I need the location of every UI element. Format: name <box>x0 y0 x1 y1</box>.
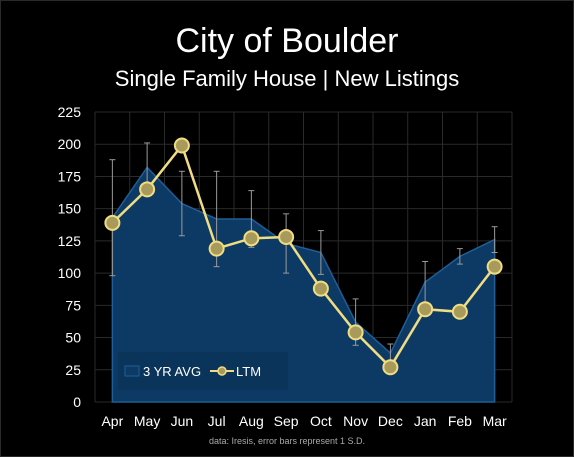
ltm-point-11 <box>486 258 503 275</box>
legend-background <box>118 352 288 390</box>
legend: 3 YR AVG LTM <box>118 352 288 390</box>
ltm-point-10 <box>451 303 468 320</box>
ltm-point-8 <box>382 359 399 376</box>
ltm-point-7 <box>347 324 364 341</box>
x-tick-label-5: Sep <box>274 413 299 429</box>
footnote: data: Iresis, error bars represent 1 S.D… <box>208 436 366 446</box>
y-tick-label-9: 225 <box>58 104 82 120</box>
y-tick-label-8: 200 <box>58 136 82 152</box>
legend-label-ltm: LTM <box>236 364 261 379</box>
ltm-point-6 <box>312 280 329 297</box>
legend-label-avg: 3 YR AVG <box>143 364 201 379</box>
ltm-line <box>104 137 503 376</box>
ltm-point-4 <box>243 230 260 247</box>
legend-swatch-avg <box>124 365 140 377</box>
x-tick-label-2: Jun <box>171 413 194 429</box>
x-tick-label-9: Jan <box>414 413 437 429</box>
x-tick-label-11: Mar <box>483 413 507 429</box>
x-tick-label-8: Dec <box>378 413 403 429</box>
y-tick-label-4: 100 <box>58 265 82 281</box>
x-tick-label-0: Apr <box>101 413 123 429</box>
y-tick-label-0: 0 <box>73 394 81 410</box>
chart-title: City of Boulder <box>175 22 399 60</box>
x-tick-label-10: Feb <box>448 413 472 429</box>
ltm-point-3 <box>208 240 225 257</box>
y-tick-label-7: 175 <box>58 168 82 184</box>
x-tick-label-1: May <box>134 413 160 429</box>
ltm-point-0 <box>104 214 121 231</box>
x-tick-label-6: Oct <box>310 413 332 429</box>
x-tick-label-7: Nov <box>343 413 368 429</box>
ltm-point-9 <box>417 301 434 318</box>
y-tick-label-6: 150 <box>58 201 82 217</box>
y-tick-label-2: 50 <box>65 330 81 346</box>
ltm-point-5 <box>278 229 295 246</box>
x-tick-label-4: Aug <box>239 413 264 429</box>
legend-swatch-ltm-marker <box>217 366 227 376</box>
chart-subtitle: Single Family House | New Listings <box>114 66 460 91</box>
y-tick-label-3: 75 <box>65 297 81 313</box>
y-tick-label-1: 25 <box>65 362 81 378</box>
ltm-point-1 <box>139 181 156 198</box>
ltm-point-2 <box>173 137 190 154</box>
y-tick-label-5: 125 <box>58 233 82 249</box>
axes: 0 25 50 75 100 125 150 175 200 225 Apr May Jun Jul Aug… <box>58 104 507 429</box>
x-tick-label-3: Jul <box>208 413 226 429</box>
